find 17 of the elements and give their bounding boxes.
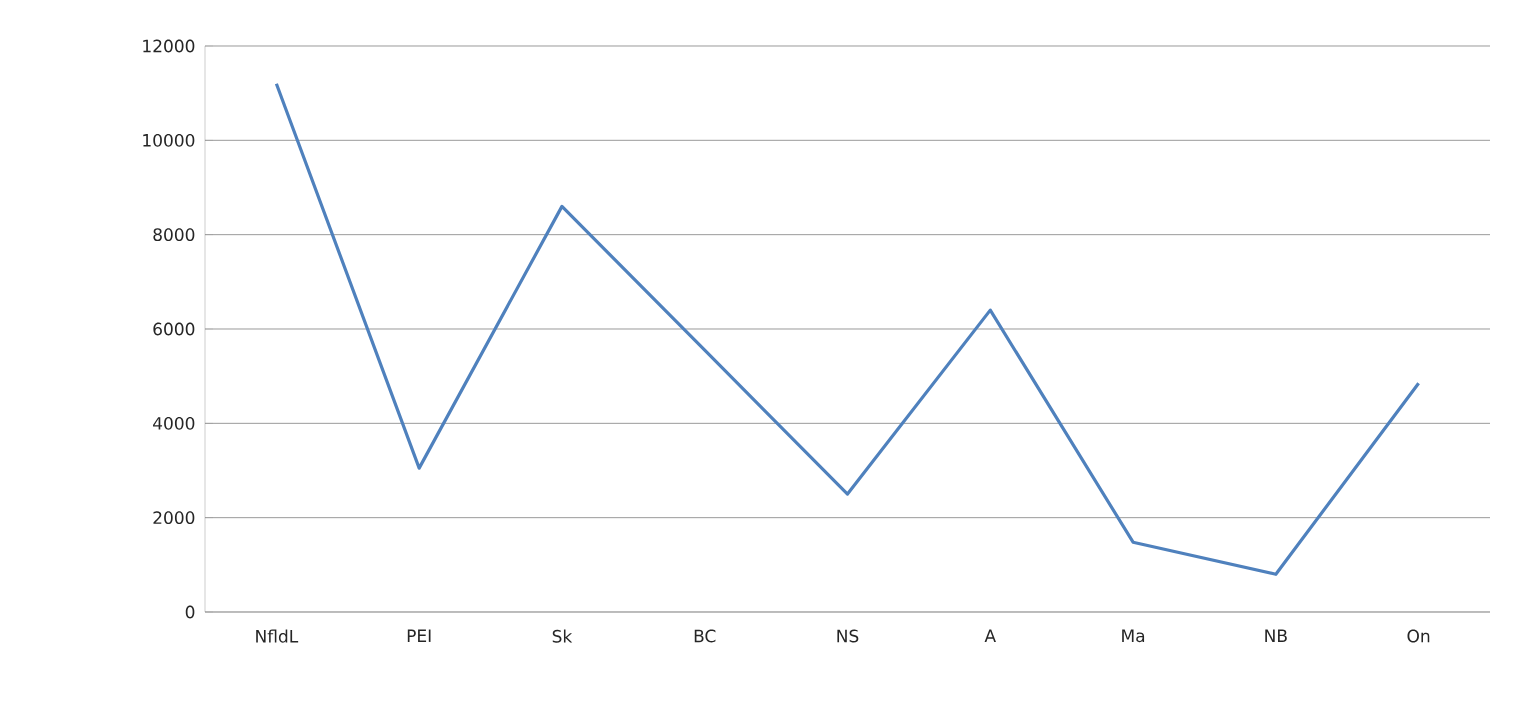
x-tick-label: PEI bbox=[407, 629, 431, 642]
x-tick-label: NfldL bbox=[256, 629, 299, 643]
y-tick-label: 10000 bbox=[143, 133, 195, 147]
y-tick-label: 6000 bbox=[153, 322, 195, 336]
y-tick-label: 8000 bbox=[153, 228, 195, 242]
x-tick-label: On bbox=[1407, 629, 1430, 643]
y-tick-label: 2000 bbox=[153, 511, 195, 525]
x-tick-label: BC bbox=[694, 629, 716, 643]
x-tick-label: A bbox=[984, 629, 996, 642]
line-series bbox=[274, 82, 1421, 576]
x-tick-label: Sk bbox=[552, 629, 573, 643]
x-tick-label: NB bbox=[1265, 629, 1287, 642]
y-tick-label: 0 bbox=[185, 605, 195, 619]
x-tick-label: NS bbox=[837, 629, 859, 643]
y-tick-label: 12000 bbox=[143, 39, 195, 53]
x-tick-label: Ma bbox=[1122, 629, 1145, 643]
y-tick-label: 4000 bbox=[153, 416, 195, 430]
